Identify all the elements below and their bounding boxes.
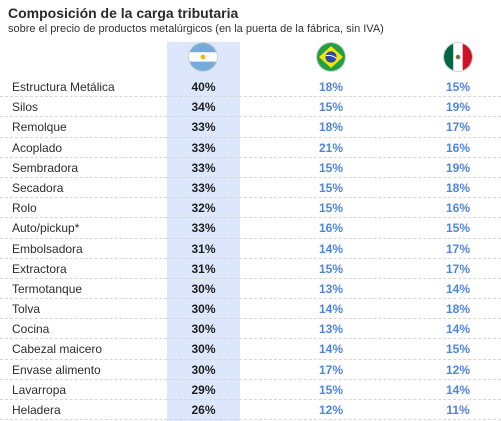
product-label: Cocina bbox=[12, 322, 50, 337]
product-label: Cabezal maicero bbox=[12, 342, 103, 357]
argentina-value: 32% bbox=[191, 201, 216, 216]
brazil-value: 14% bbox=[318, 342, 344, 357]
product-label: Acoplado bbox=[12, 140, 63, 155]
mexico-value: 14% bbox=[445, 281, 471, 296]
mexico-value: 19% bbox=[445, 100, 471, 115]
brazil-value: 17% bbox=[318, 362, 344, 377]
table-row: Remolque 33% 18% 17% bbox=[0, 117, 501, 138]
brazil-value: 18% bbox=[318, 80, 344, 94]
argentina-column-highlight bbox=[167, 42, 240, 421]
table-row: Tolva 30% 14% 18% bbox=[0, 299, 501, 320]
brazil-value: 12% bbox=[318, 403, 344, 417]
table-row: Auto/pickup* 33% 16% 15% bbox=[0, 218, 501, 239]
table-row: Rolo 32% 15% 16% bbox=[0, 198, 501, 219]
table-row: Cocina 30% 13% 14% bbox=[0, 319, 501, 340]
table-row: Sembradora 33% 15% 19% bbox=[0, 158, 501, 178]
table-row: Envase alimento 30% 17% 12% bbox=[0, 360, 501, 380]
brazil-value: 15% bbox=[318, 160, 344, 175]
product-label: Tolva bbox=[12, 302, 41, 317]
argentina-value: 31% bbox=[191, 241, 216, 256]
mexico-value: 14% bbox=[445, 382, 471, 397]
table-row: Termotanque 30% 13% 14% bbox=[0, 279, 501, 300]
table-row: Acoplado 33% 21% 16% bbox=[0, 138, 501, 158]
brazil-value: 13% bbox=[318, 322, 344, 337]
brazil-value: 13% bbox=[318, 281, 344, 296]
product-label: Secadora bbox=[12, 180, 64, 195]
product-label: Envase alimento bbox=[12, 362, 101, 377]
product-label: Termotanque bbox=[12, 281, 83, 296]
argentina-value: 34% bbox=[191, 100, 216, 115]
brazil-flag-icon bbox=[317, 43, 345, 71]
argentina-value: 30% bbox=[191, 302, 216, 317]
table-row: Extractora 31% 15% 17% bbox=[0, 259, 501, 279]
argentina-value: 30% bbox=[191, 322, 216, 337]
argentina-value: 33% bbox=[191, 120, 216, 135]
mexico-value: 18% bbox=[445, 180, 471, 195]
brazil-value: 15% bbox=[318, 201, 344, 216]
data-table: Estructura Metálica 40% 18% 15% Silos 34% 15% 1… bbox=[0, 77, 501, 421]
argentina-value: 40% bbox=[191, 80, 216, 94]
argentina-value: 29% bbox=[191, 382, 216, 397]
mexico-value: 19% bbox=[445, 160, 471, 175]
argentina-value: 33% bbox=[191, 140, 216, 155]
mexico-value: 16% bbox=[445, 201, 471, 216]
argentina-value: 31% bbox=[191, 261, 216, 276]
argentina-value: 30% bbox=[191, 281, 216, 296]
table-row: Embolsadora 31% 14% 17% bbox=[0, 239, 501, 259]
product-label: Heladera bbox=[12, 403, 61, 417]
argentina-value: 30% bbox=[191, 362, 216, 377]
brazil-value: 21% bbox=[318, 140, 344, 155]
mexico-value: 17% bbox=[445, 241, 471, 256]
brazil-value: 15% bbox=[318, 261, 344, 276]
argentina-flag-icon bbox=[189, 43, 217, 71]
brazil-value: 15% bbox=[318, 382, 344, 397]
mexico-value: 18% bbox=[445, 302, 471, 317]
mexico-flag-icon bbox=[444, 43, 472, 71]
argentina-value: 33% bbox=[191, 160, 216, 175]
brazil-value: 16% bbox=[318, 221, 344, 236]
chart-subtitle: sobre el precio de productos metalúrgico… bbox=[8, 23, 384, 35]
table-row: Estructura Metálica 40% 18% 15% bbox=[0, 77, 501, 98]
brazil-value: 18% bbox=[318, 120, 344, 135]
table-row: Silos 34% 15% 19% bbox=[0, 97, 501, 118]
argentina-value: 33% bbox=[191, 180, 216, 195]
argentina-value: 26% bbox=[191, 403, 216, 417]
product-label: Estructura Metálica bbox=[12, 80, 115, 94]
product-label: Silos bbox=[12, 100, 39, 115]
table-row: Lavarropa 29% 15% 14% bbox=[0, 380, 501, 400]
brazil-value: 15% bbox=[318, 100, 344, 115]
brazil-value: 14% bbox=[318, 241, 344, 256]
brazil-value: 14% bbox=[318, 302, 344, 317]
mexico-value: 17% bbox=[445, 261, 471, 276]
argentina-value: 30% bbox=[191, 342, 216, 357]
mexico-value: 17% bbox=[445, 120, 471, 135]
mexico-value: 15% bbox=[445, 342, 471, 357]
table-row: Secadora 33% 15% 18% bbox=[0, 178, 501, 199]
table-row: Heladera 26% 12% 11% bbox=[0, 400, 501, 421]
product-label: Remolque bbox=[12, 120, 67, 135]
mexico-value: 15% bbox=[445, 221, 471, 236]
product-label: Auto/pickup* bbox=[12, 221, 80, 236]
product-label: Lavarropa bbox=[12, 382, 67, 397]
brazil-value: 15% bbox=[318, 180, 344, 195]
product-label: Embolsadora bbox=[12, 241, 83, 256]
mexico-value: 15% bbox=[445, 80, 471, 94]
argentina-value: 33% bbox=[191, 221, 216, 236]
mexico-value: 16% bbox=[445, 140, 471, 155]
mexico-value: 14% bbox=[445, 322, 471, 337]
product-label: Rolo bbox=[12, 201, 37, 216]
product-label: Extractora bbox=[12, 261, 67, 276]
mexico-value: 12% bbox=[445, 362, 471, 377]
chart-title: Composición de la carga tributaria bbox=[8, 5, 239, 21]
product-label: Sembradora bbox=[12, 160, 79, 175]
mexico-value: 11% bbox=[446, 403, 470, 417]
table-row: Cabezal maicero 30% 14% 15% bbox=[0, 339, 501, 360]
